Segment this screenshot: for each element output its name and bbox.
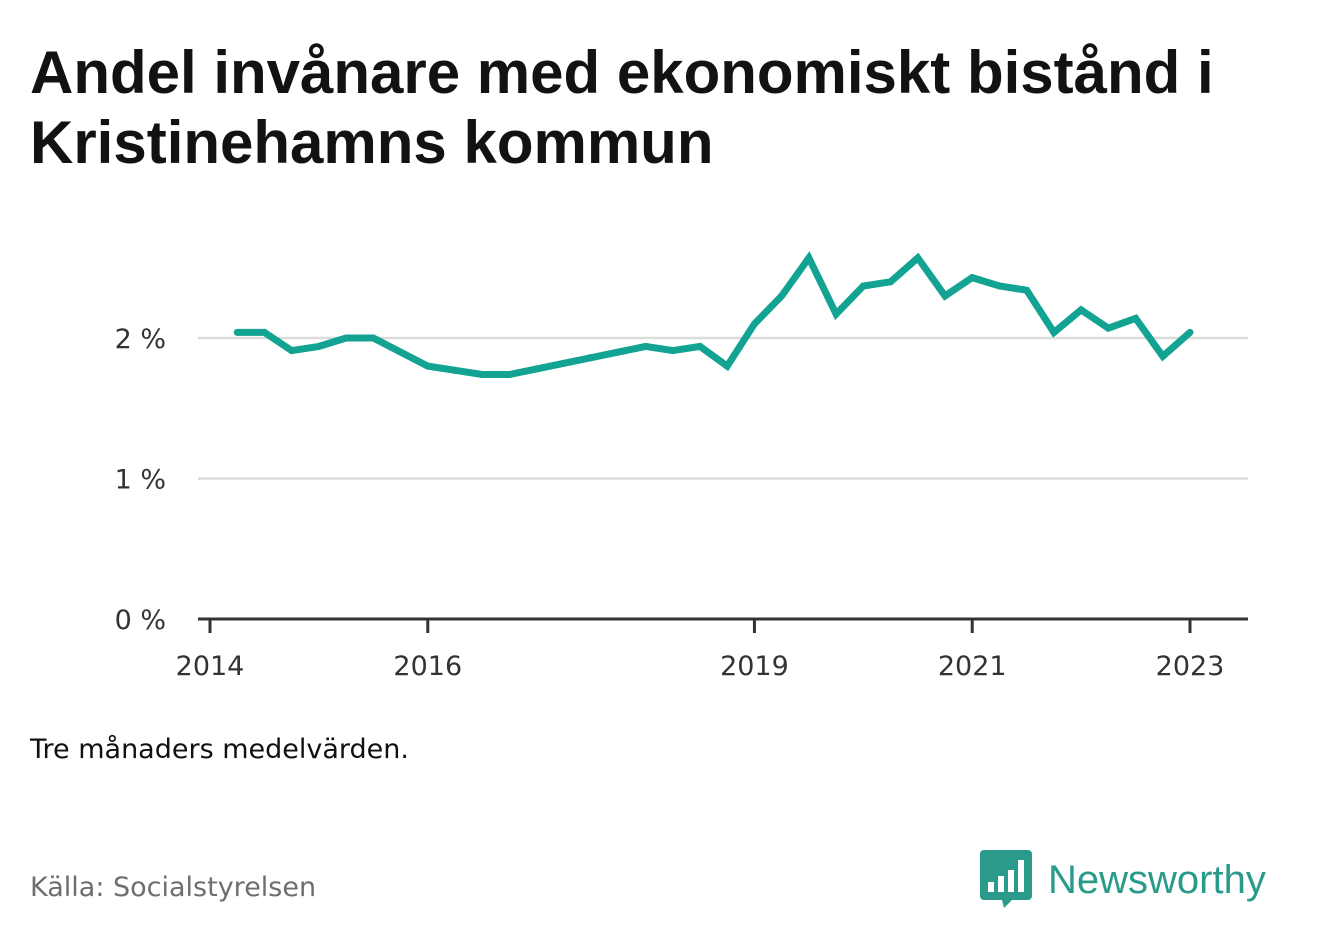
data-point [832,310,840,318]
data-point [315,342,323,350]
data-point [397,348,405,356]
data-point [669,347,677,355]
data-point [560,359,568,367]
x-tick-label: 2014 [176,651,245,682]
data-point [968,274,976,282]
data-point [1077,306,1085,314]
data-point [424,362,432,370]
data-point [505,371,513,379]
brand-logo: Newsworthy [980,850,1266,910]
data-point [1023,286,1031,294]
data-point [642,342,650,350]
data-point [451,366,459,374]
x-tick-label: 2019 [720,651,789,682]
data-point [369,334,377,342]
data-point [342,334,350,342]
x-tick-label: 2021 [938,651,1007,682]
data-point [941,292,949,300]
data-point [859,282,867,290]
data-point [587,354,595,362]
y-tick-label: 1 % [115,465,166,496]
data-point [1159,352,1167,360]
y-tick-label: 2 % [115,324,166,355]
data-point [614,348,622,356]
data-point [805,254,813,262]
data-point [478,371,486,379]
axis-layer: 0 % 1 % 2 % 2014 2016 2019 2021 2023 [115,324,1248,682]
data-point [887,278,895,286]
data-point [288,347,296,355]
data-point [533,365,541,373]
x-tick-label: 2016 [393,651,462,682]
x-tick-label: 2023 [1156,651,1225,682]
bar-chart-speech-bubble-icon [980,850,1032,908]
data-point [778,292,786,300]
chart-note: Tre månaders medelvärden. [30,734,409,765]
data-point [1104,324,1112,332]
data-point [1050,328,1058,336]
data-point [260,328,268,336]
data-point [723,362,731,370]
y-tick-label: 0 % [115,605,166,636]
brand-name: Newsworthy [1048,857,1266,902]
data-point [233,328,241,336]
data-point [1186,328,1194,336]
data-point [750,320,758,328]
chart-title: Andel invånare med ekonomiskt bistånd i … [30,39,1214,176]
data-point [914,254,922,262]
source-credit: Källa: Socialstyrelsen [30,872,317,903]
data-point [995,282,1003,290]
series-line [237,251,1193,378]
data-point [1132,314,1140,322]
data-point [696,342,704,350]
series-layer [233,251,1194,379]
